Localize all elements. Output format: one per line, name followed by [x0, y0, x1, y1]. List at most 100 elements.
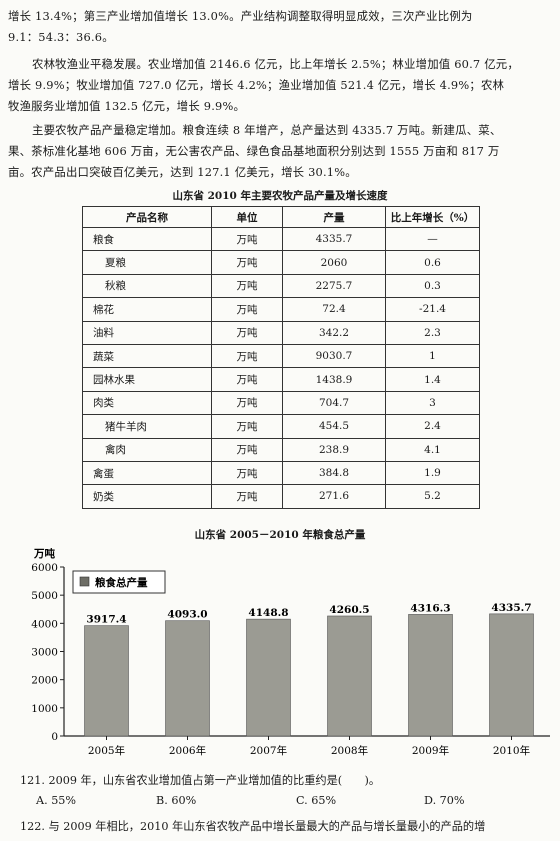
- option-c[interactable]: C. 65%: [296, 794, 337, 807]
- product-name-cell: 禽肉: [82, 437, 212, 462]
- option-a[interactable]: A. 55%: [36, 794, 77, 807]
- y-axis-label: 万吨: [33, 547, 55, 560]
- text-line: 9.1：54.3：36.6。: [8, 30, 114, 44]
- output-cell: 1438.9: [282, 367, 386, 392]
- product-name-cell: 禽蛋: [82, 460, 212, 486]
- x-tick-label: 2009年: [412, 744, 449, 757]
- x-tick-label: 2006年: [169, 744, 206, 757]
- growth-cell: 4.1: [385, 437, 480, 462]
- paragraph-industry-structure: 增长 13.4%；第三产业增加值增长 13.0%。产业结构调整取得明显成效，三次…: [8, 6, 552, 48]
- product-name-cell: 夏粮: [82, 250, 212, 275]
- chart-title: 山东省 2005－2010 年粮食总产量: [194, 529, 366, 541]
- product-name-cell: 奶类: [82, 484, 212, 509]
- paragraph-products: 主要农牧产品产量稳定增加。粮食连续 8 年增产，总产量达到 4335.7 万吨。…: [8, 120, 552, 183]
- output-cell: 454.5: [282, 414, 386, 439]
- x-tick-label: 2005年: [88, 744, 125, 757]
- text-line: 增长 9.9%；牧业增加值 727.0 亿元，增长 4.2%；渔业增加值 521…: [8, 78, 505, 92]
- y-tick-label: 4000: [31, 618, 58, 630]
- unit-cell: 万吨: [211, 273, 283, 299]
- table-row: 园林水果 万吨 1438.9 1.4: [82, 367, 480, 392]
- legend-swatch: [79, 576, 90, 587]
- product-name-cell: 棉花: [82, 297, 212, 322]
- y-tick-label: 2000: [31, 675, 58, 687]
- product-name-cell: 油料: [82, 320, 212, 345]
- product-name-cell: 蔬菜: [82, 343, 212, 369]
- table-row: 猪牛羊肉 万吨 454.5 2.4: [82, 414, 480, 439]
- x-tick-label: 2010年: [493, 744, 530, 757]
- output-cell: 238.9: [282, 437, 386, 462]
- product-name-cell: 猪牛羊肉: [82, 414, 212, 439]
- growth-cell: 1.9: [385, 460, 480, 486]
- growth-cell: 1.4: [385, 367, 480, 392]
- growth-cell: 3: [385, 390, 480, 416]
- unit-cell: 万吨: [211, 390, 283, 416]
- product-name-cell: 园林水果: [82, 367, 212, 392]
- unit-cell: 万吨: [211, 250, 283, 275]
- column-header: 单位: [211, 206, 283, 228]
- unit-cell: 万吨: [211, 484, 283, 509]
- table-row: 粮食 万吨 4335.7—: [82, 226, 480, 252]
- growth-cell: 2.4: [385, 414, 480, 439]
- y-tick-label: 6000: [31, 562, 58, 574]
- table-row: 秋粮 万吨 2275.7 0.3: [82, 273, 480, 299]
- table-row: 肉类 万吨 704.7 3: [82, 390, 480, 416]
- output-cell: 2275.7: [282, 273, 386, 299]
- text-line: 果、茶标准化基地 606 万亩，无公害农产品、绿色食品基地面积分别达到 1555…: [8, 144, 500, 158]
- bar-2010年: [489, 613, 534, 737]
- growth-cell: 1: [385, 343, 480, 369]
- output-cell: 704.7: [282, 390, 386, 416]
- output-cell: 342.2: [282, 320, 386, 345]
- text-line: 增长 13.4%；第三产业增加值增长 13.0%。产业结构调整取得明显成效，三次…: [8, 9, 473, 23]
- legend-label: 粮食总产量: [95, 576, 148, 589]
- table-row: 禽蛋 万吨 384.8 1.9: [82, 460, 480, 486]
- option-b[interactable]: B. 60%: [156, 794, 197, 807]
- unit-cell: 万吨: [211, 437, 283, 462]
- legend-box: [72, 570, 166, 594]
- table-row: 奶类 万吨 271.6 5.2: [82, 484, 480, 509]
- y-tick-label: 3000: [31, 647, 58, 659]
- growth-cell: —: [385, 226, 480, 252]
- output-cell: 9030.7: [282, 343, 386, 369]
- table-caption: 山东省 2010 年主要农牧产品产量及增长速度: [172, 190, 388, 202]
- table-row: 棉花 万吨 72.4 -21.4: [82, 297, 480, 322]
- bar-2009年: [408, 614, 453, 737]
- bar-2007年: [246, 618, 291, 737]
- y-tick-label: 5000: [31, 590, 58, 602]
- bar-value-label: 4260.5: [329, 604, 369, 616]
- output-cell: 2060: [282, 250, 386, 275]
- growth-cell: 5.2: [385, 484, 480, 509]
- bar-value-label: 4316.3: [410, 602, 450, 614]
- unit-cell: 万吨: [211, 226, 283, 252]
- product-name-cell: 秋粮: [82, 273, 212, 299]
- question-122: 122. 与 2009 年相比，2010 年山东省农牧产品中增长量最大的产品与增…: [20, 820, 486, 833]
- unit-cell: 万吨: [211, 460, 283, 486]
- unit-cell: 万吨: [211, 320, 283, 345]
- text-line: 牧渔服务业增加值 132.5 亿元，增长 9.9%。: [8, 99, 246, 113]
- question-121-options: A. 55% B. 60% C. 65% D. 70%: [36, 794, 516, 812]
- y-tick-label: 0: [51, 731, 58, 743]
- table-row: 禽肉 万吨 238.9 4.1: [82, 437, 480, 462]
- output-cell: 384.8: [282, 460, 386, 486]
- growth-cell: 0.6: [385, 250, 480, 275]
- option-d[interactable]: D. 70%: [424, 794, 465, 807]
- products-table: 产品名称 单位 产量 比上年增长（%） 粮食 万吨 4335.7— 夏粮 万吨 2060 0…: [82, 206, 480, 509]
- text-line: 主要农牧产品产量稳定增加。粮食连续 8 年增产，总产量达到 4335.7 万吨。…: [32, 123, 502, 137]
- text-line: 亩。农产品出口突破百亿美元，达到 127.1 亿美元，增长 30.1%。: [8, 165, 357, 179]
- column-header: 比上年增长（%）: [385, 206, 480, 228]
- column-header: 产品名称: [82, 206, 212, 228]
- growth-cell: -21.4: [385, 297, 480, 322]
- growth-cell: 2.3: [385, 320, 480, 345]
- grain-output-bar-chart: 万吨 0 1000 2000 3000 4000 5000 6000 3917.4 2005年 40…: [31, 547, 550, 757]
- x-tick-label: 2007年: [250, 744, 287, 757]
- question-121: 121. 2009 年，山东省农业增加值占第一产业增加值的比重约是( )。: [20, 774, 381, 787]
- bar-value-label: 4148.8: [248, 607, 288, 619]
- text-line: 农林牧渔业平稳发展。农业增加值 2146.6 亿元，比上年增长 2.5%；林业增…: [32, 57, 519, 71]
- output-cell: 271.6: [282, 484, 386, 509]
- product-name-cell: 粮食: [82, 226, 212, 252]
- table-header-row: 产品名称 单位 产量 比上年增长（%）: [82, 206, 480, 228]
- output-cell: 72.4: [282, 297, 386, 322]
- table-row: 油料 万吨 342.2 2.3: [82, 320, 480, 345]
- growth-cell: 0.3: [385, 273, 480, 299]
- bar-value-label: 4335.7: [491, 602, 531, 614]
- y-tick-label: 1000: [31, 703, 58, 715]
